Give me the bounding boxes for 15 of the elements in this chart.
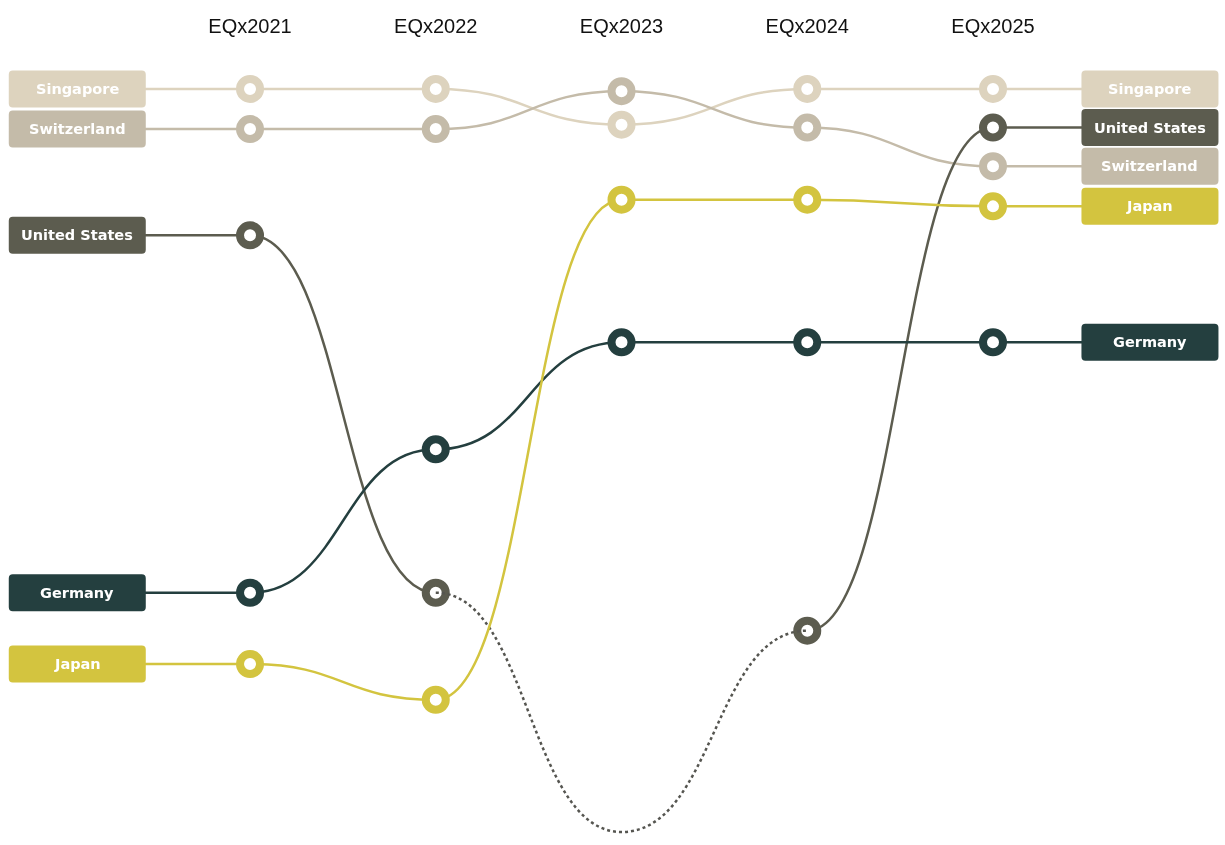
x-tick-label: EQx2023 — [579, 15, 664, 37]
text: Singapore — [36, 81, 120, 97]
x-tick-label: EQx2022 — [394, 15, 478, 37]
text: Japan — [1126, 198, 1173, 214]
x-tick-label: EQx2021 — [208, 15, 292, 37]
text: Switzerland — [1101, 158, 1198, 174]
text: Switzerland — [29, 121, 126, 137]
x-tick-label: EQx2024 — [765, 15, 849, 37]
x-tick-label: EQx2025 — [951, 15, 1035, 37]
text: Singapore — [1108, 81, 1192, 97]
text: Japan — [55, 656, 101, 672]
text: Germany — [1113, 334, 1188, 350]
text: United States — [1094, 120, 1206, 136]
text: Germany — [40, 585, 114, 601]
text: United States — [21, 227, 133, 243]
